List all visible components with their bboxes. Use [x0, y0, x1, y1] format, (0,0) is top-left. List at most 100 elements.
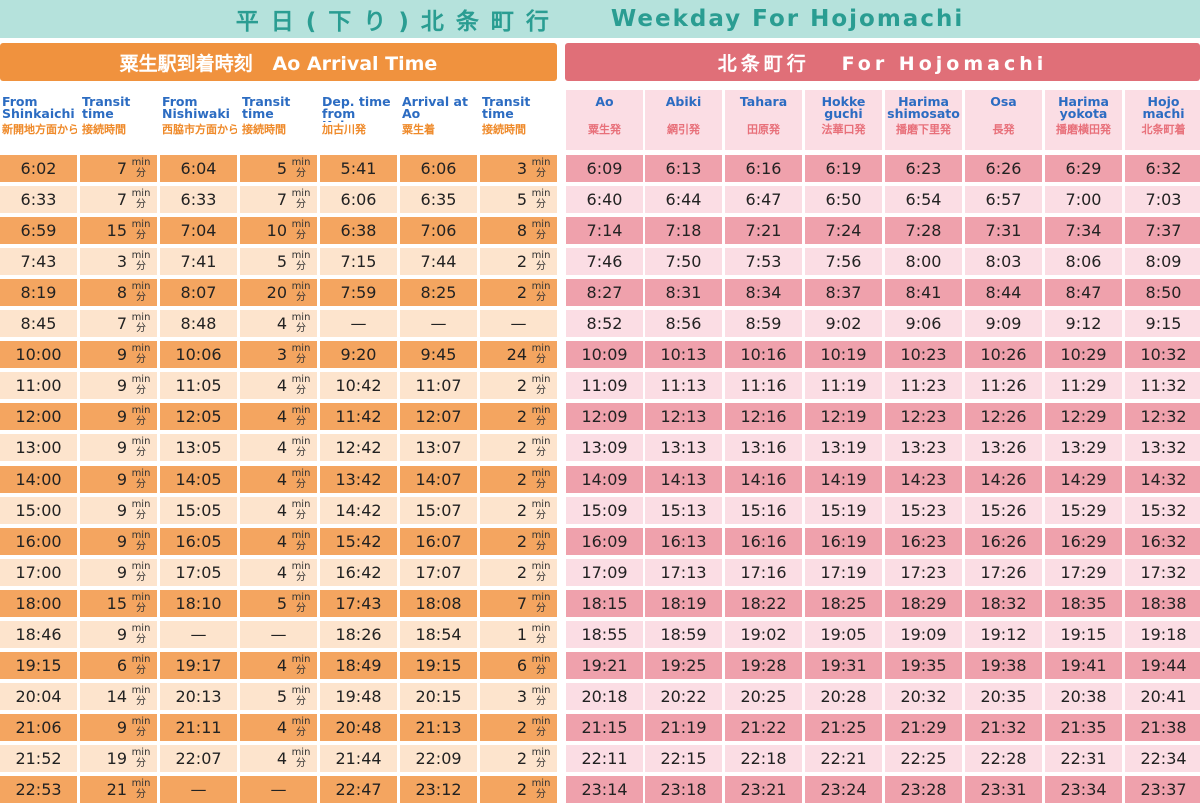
time-cell: 21:11 — [160, 714, 237, 741]
transit-time-cell: 4 min 分 — [240, 372, 317, 399]
cell-value: 10:16 — [740, 345, 787, 364]
transit-minutes: 2 — [516, 563, 527, 582]
departure-time-cell: 14:16 — [725, 466, 802, 493]
departure-time-cell: 17:19 — [805, 559, 882, 586]
minute-unit-label: min 分 — [291, 499, 311, 521]
transit-minutes: 7 — [516, 594, 527, 613]
cell-value: 12:09 — [581, 407, 628, 426]
cell-value: 23:24 — [820, 780, 867, 799]
departure-time-cell: 11:23 — [885, 372, 962, 399]
transit-time-cell: 9 min 分 — [80, 528, 157, 555]
cell-value: 13:13 — [660, 438, 707, 457]
transit-time-cell: 6 min 分 — [480, 652, 557, 679]
departure-time-cell: 18:32 — [965, 590, 1042, 617]
cell-value: 8:44 — [985, 283, 1022, 302]
minute-unit-label: min 分 — [291, 250, 311, 272]
cell-value: 13:16 — [740, 438, 787, 457]
cell-value: 18:49 — [335, 656, 382, 675]
departure-time-cell: 17:32 — [1125, 559, 1200, 586]
minute-unit-label: min 分 — [291, 436, 311, 458]
time-cell: 7:59 — [320, 279, 397, 306]
cell-value: 7:46 — [586, 252, 623, 271]
transit-minutes: 5 — [276, 687, 287, 706]
departure-time-cell: 16:13 — [645, 528, 722, 555]
cell-value: 18:00 — [15, 594, 62, 613]
transit-minutes: 9 — [116, 718, 127, 737]
transit-minutes: 10 — [266, 221, 287, 240]
cell-value: 21:22 — [740, 718, 787, 737]
cell-value: 8:50 — [1145, 283, 1182, 302]
cell-value: 6:40 — [586, 190, 623, 209]
left-column-header-3: Transit time 接続時間 — [240, 90, 317, 150]
time-cell: 15:07 — [400, 497, 477, 524]
transit-time-cell: 9 min 分 — [80, 372, 157, 399]
minute-unit-label: min 分 — [131, 468, 151, 490]
departure-time-cell: 21:19 — [645, 714, 722, 741]
cell-value: — — [270, 780, 287, 799]
minute-unit-label: min 分 — [291, 685, 311, 707]
transit-minutes: 2 — [516, 376, 527, 395]
cell-value: 18:55 — [581, 625, 628, 644]
departure-time-cell: 10:19 — [805, 341, 882, 368]
cell-value: 15:23 — [900, 501, 947, 520]
transit-time-cell: 4 min 分 — [240, 403, 317, 430]
departure-time-cell: 22:15 — [645, 745, 722, 772]
departure-time-cell: 14:09 — [566, 466, 643, 493]
minute-unit-label: min 分 — [131, 405, 151, 427]
departure-time-cell: 23:34 — [1045, 776, 1122, 803]
cell-value: 18:15 — [581, 594, 628, 613]
cell-value: 6:09 — [586, 159, 623, 178]
cell-value: 6:23 — [905, 159, 942, 178]
departure-time-cell: 8:09 — [1125, 248, 1200, 275]
time-cell: 14:42 — [320, 497, 397, 524]
cell-value: 15:29 — [1060, 501, 1107, 520]
departure-time-cell: 14:23 — [885, 466, 962, 493]
cell-value: 7:28 — [905, 221, 942, 240]
transit-time-cell: 1 min 分 — [480, 621, 557, 648]
cell-value: 18:32 — [980, 594, 1027, 613]
transit-time-cell: 15 min 分 — [80, 590, 157, 617]
transit-time-cell: 9 min 分 — [80, 497, 157, 524]
time-cell: 19:48 — [320, 683, 397, 710]
column-header-en: Transit time — [482, 96, 531, 121]
time-cell: 11:00 — [0, 372, 77, 399]
column-header-jp: 播磨下里発 — [896, 123, 951, 136]
departure-time-cell: 6:16 — [725, 155, 802, 182]
time-cell: 21:13 — [400, 714, 477, 741]
cell-value: 21:19 — [660, 718, 707, 737]
time-cell: 17:07 — [400, 559, 477, 586]
departure-time-cell: 9:06 — [885, 310, 962, 337]
cell-value: 20:48 — [335, 718, 382, 737]
departure-time-cell: 17:29 — [1045, 559, 1122, 586]
cell-value: 16:19 — [820, 532, 867, 551]
departure-time-cell: 12:29 — [1045, 403, 1122, 430]
departure-time-cell: 16:16 — [725, 528, 802, 555]
transit-time-cell: 9 min 分 — [80, 466, 157, 493]
transit-minutes: 2 — [516, 501, 527, 520]
departure-time-cell: 8:41 — [885, 279, 962, 306]
minute-unit-label: min 分 — [531, 436, 551, 458]
cell-value: 13:42 — [335, 470, 382, 489]
cell-value: 8:37 — [825, 283, 862, 302]
departure-time-cell: 9:12 — [1045, 310, 1122, 337]
cell-value: — — [430, 314, 447, 333]
cell-value: 8:34 — [745, 283, 782, 302]
cell-value: 22:34 — [1140, 749, 1187, 768]
column-header-en: Transit time — [242, 96, 291, 121]
departure-time-cell: 8:00 — [885, 248, 962, 275]
timetable-title-bar: 平 日 ( 下 り ) 北 条 町 行 Weekday For Hojomach… — [0, 0, 1200, 38]
cell-value: 11:32 — [1140, 376, 1187, 395]
departure-time-cell: 22:25 — [885, 745, 962, 772]
cell-value: 19:17 — [175, 656, 222, 675]
time-cell: 19:17 — [160, 652, 237, 679]
cell-value: 16:09 — [581, 532, 628, 551]
departure-time-cell: 8:37 — [805, 279, 882, 306]
transit-minutes: 9 — [116, 563, 127, 582]
cell-value: 13:29 — [1060, 438, 1107, 457]
departure-time-cell: 19:31 — [805, 652, 882, 679]
departure-time-cell: 21:29 — [885, 714, 962, 741]
minute-unit-label: min 分 — [531, 188, 551, 210]
departure-time-cell: 18:15 — [566, 590, 643, 617]
cell-value: 23:21 — [740, 780, 787, 799]
transit-minutes: 4 — [276, 656, 287, 675]
